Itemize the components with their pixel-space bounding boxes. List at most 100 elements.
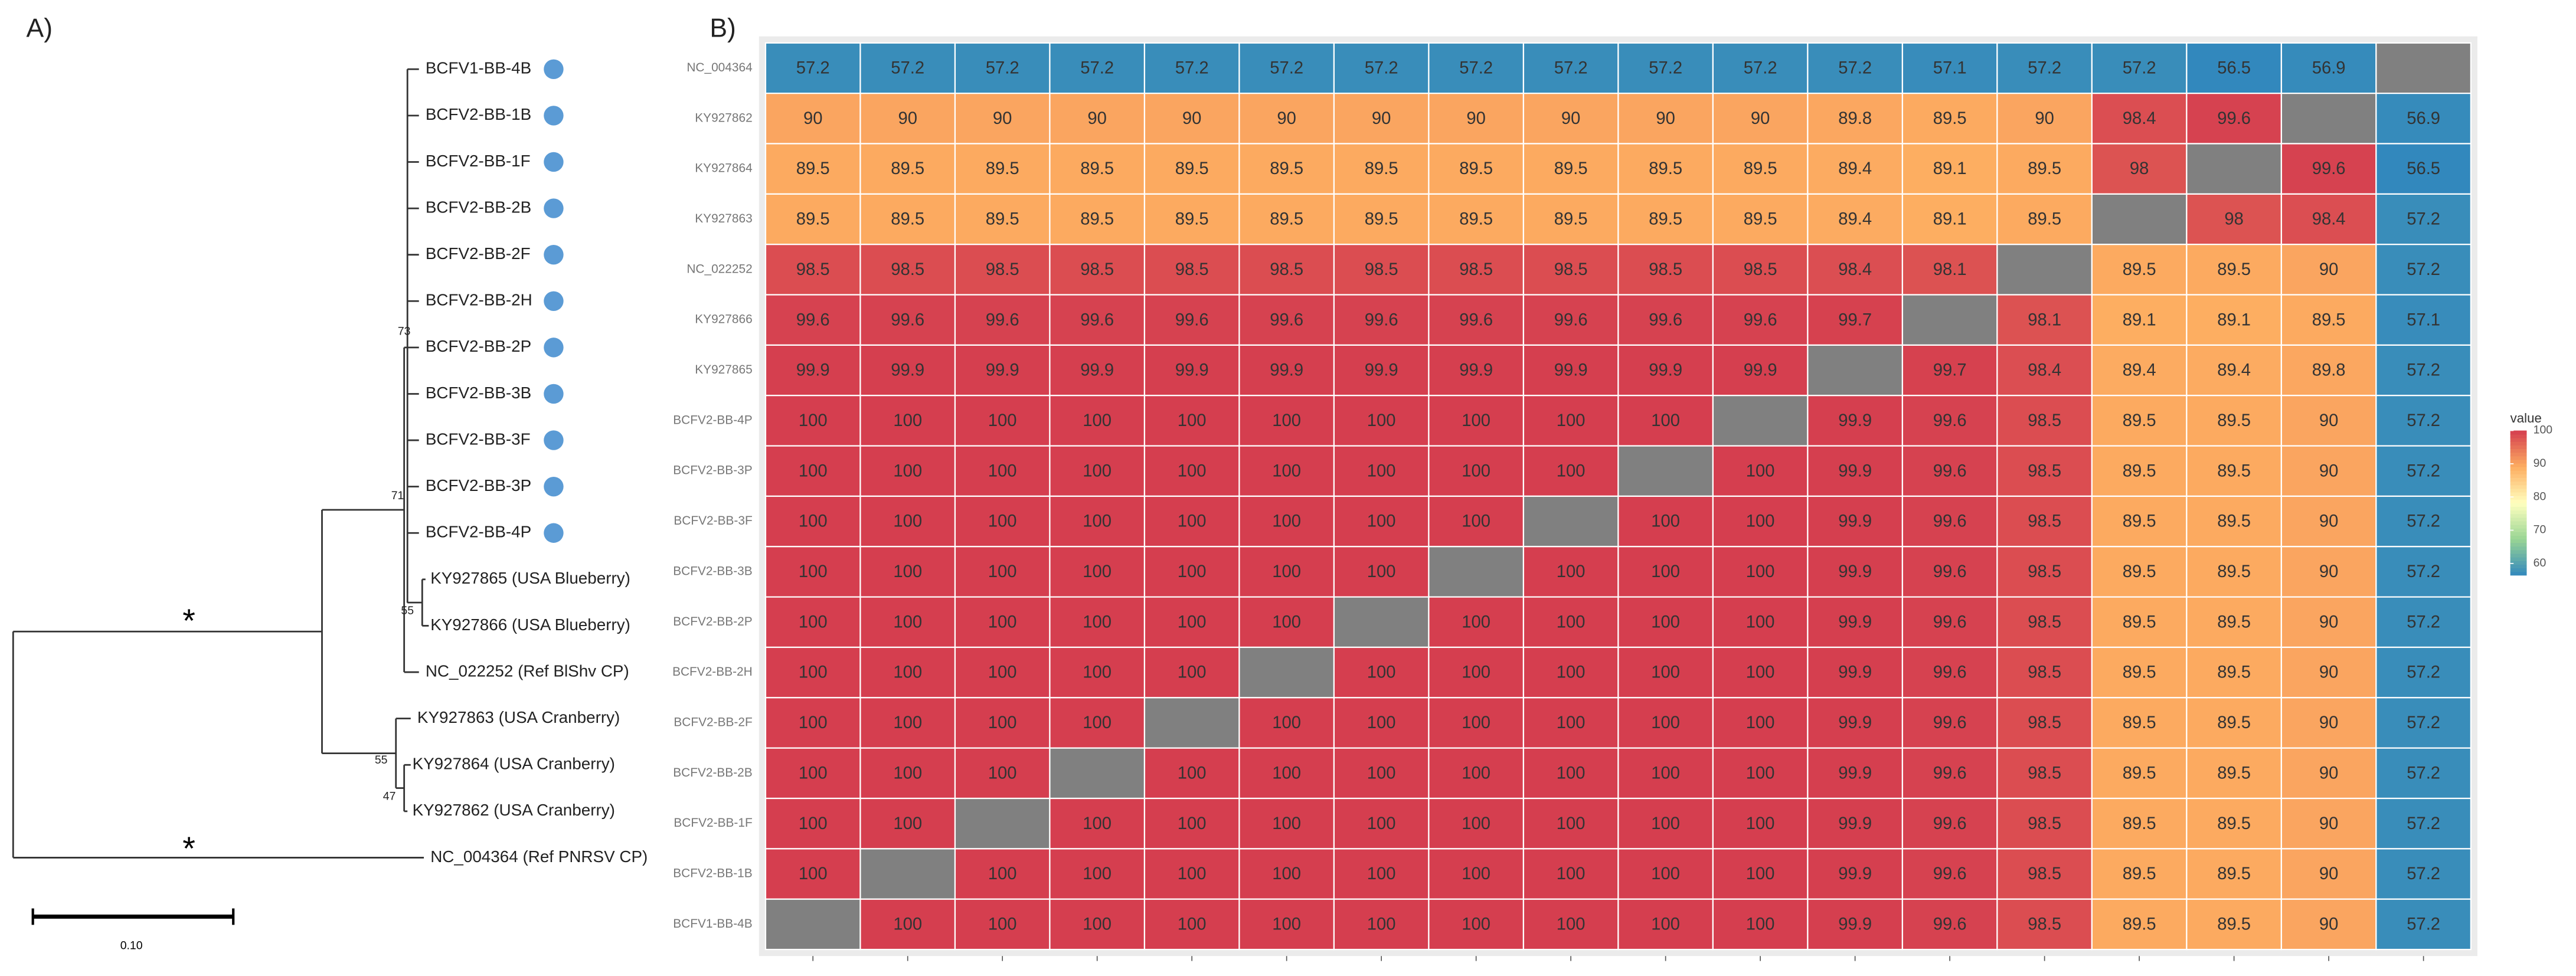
- cell-value: 100: [1272, 713, 1301, 732]
- heatmap-cell: [1143, 294, 1240, 346]
- cell-value: 90: [2035, 109, 2054, 128]
- heatmap-cell: [1238, 797, 1335, 850]
- colorbar-step: [2510, 459, 2527, 464]
- heatmap-cell: [2186, 395, 2282, 447]
- heatmap-cell: [1901, 193, 1998, 245]
- cell-value: 100: [988, 512, 1017, 531]
- heatmap-cell: [954, 344, 1051, 397]
- colorbar-step: [2510, 564, 2527, 569]
- heatmap-cell: [1238, 495, 1335, 548]
- cell-value: 100: [1083, 411, 1112, 430]
- cell-value: 98.5: [1459, 260, 1493, 279]
- cell-value: 98.5: [2028, 613, 2061, 631]
- cell-value: 90: [2319, 814, 2339, 833]
- colorbar-step: [2510, 513, 2527, 518]
- heatmap-cell: [859, 143, 956, 195]
- cell-value: 100: [1462, 663, 1490, 682]
- cell-value: 100: [1367, 764, 1396, 782]
- cell-value: 57.2: [2407, 361, 2440, 380]
- heatmap-cell: [2186, 294, 2282, 346]
- heatmap-cell: [1996, 344, 2093, 397]
- bootstrap-value: 71: [391, 489, 404, 502]
- cell-value: 57.2: [1554, 59, 1588, 78]
- heatmap-cell: [2186, 42, 2282, 94]
- cell-value: 90: [993, 109, 1012, 128]
- leaf-marker: [544, 152, 564, 172]
- cell-value: 98.5: [986, 260, 1019, 279]
- colorbar-step: [2510, 532, 2527, 536]
- heatmap-cell: [1712, 797, 1809, 850]
- cell-value: 100: [1557, 814, 1586, 833]
- cell-value: 99.6: [1933, 915, 1967, 934]
- colorbar-step: [2510, 452, 2527, 457]
- cell-value: 100: [1367, 864, 1396, 883]
- cell-value: 99.6: [796, 310, 830, 329]
- cell-value: 100: [1651, 713, 1680, 732]
- heatmap-cell: [1712, 848, 1809, 900]
- heatmap-cell: [1428, 445, 1525, 497]
- heatmap-cell: [1996, 42, 2093, 94]
- cell-value: 57.2: [1175, 59, 1209, 78]
- cell-value: 98.4: [2123, 109, 2156, 128]
- missing-cell: [764, 898, 861, 951]
- heatmap-cell: [1143, 395, 1240, 447]
- heatmap-cell: [1428, 848, 1525, 900]
- cell-value: 57.2: [1459, 59, 1493, 78]
- cell-value: 90: [2319, 562, 2339, 581]
- heatmap-cell: [1238, 344, 1335, 397]
- leaf-label: BCFV2-BB-3P: [426, 476, 531, 494]
- cell-value: 57.2: [2407, 562, 2440, 581]
- leaf-label: BCFV2-BB-1F: [426, 152, 531, 170]
- heatmap-cell: [2375, 546, 2472, 598]
- heatmap-cell: [2091, 244, 2188, 296]
- cell-value: 89.5: [2217, 512, 2251, 531]
- heatmap-cell: [1238, 193, 1335, 245]
- cell-value: 99.9: [1838, 864, 1872, 883]
- cell-value: 56.9: [2407, 109, 2440, 128]
- cell-value: 100: [799, 613, 828, 631]
- cell-value: 99.9: [1838, 915, 1872, 934]
- cell-value: 100: [1462, 411, 1490, 430]
- heatmap-cell: [1049, 344, 1146, 397]
- cell-value: 57.2: [2407, 210, 2440, 229]
- row-label: BCFV2-BB-3F: [674, 514, 752, 528]
- cell-value: 100: [799, 713, 828, 732]
- heatmap-cell: [764, 797, 861, 850]
- colorbar-step: [2510, 549, 2527, 554]
- cell-value: 89.5: [2123, 260, 2156, 279]
- heatmap-cell: [1522, 143, 1619, 195]
- heatmap-cell: [1238, 546, 1335, 598]
- colorbar-step: [2510, 448, 2527, 453]
- cell-value: 100: [1367, 713, 1396, 732]
- cell-value: 89.5: [1744, 159, 1777, 178]
- heatmap-cell: [1901, 445, 1998, 497]
- heatmap-cell: [2375, 294, 2472, 346]
- heatmap-cell: [1238, 697, 1335, 749]
- colorbar-step: [2510, 568, 2527, 572]
- heatmap-cell: [954, 244, 1051, 296]
- cell-value: 100: [1557, 411, 1586, 430]
- heatmap-cell: [1996, 797, 2093, 850]
- cell-value: 100: [1178, 864, 1207, 883]
- cell-value: 100: [1557, 864, 1586, 883]
- missing-cell: [1522, 495, 1619, 548]
- leaf-label: KY927863 (USA Cranberry): [417, 708, 620, 726]
- heatmap-cell: [1522, 445, 1619, 497]
- cell-value: 57.2: [2407, 663, 2440, 682]
- missing-cell: [1712, 395, 1809, 447]
- row-label: BCFV2-BB-4P: [673, 413, 752, 427]
- cell-value: 99.9: [1838, 814, 1872, 833]
- heatmap-cell: [2091, 42, 2188, 94]
- cell-value: 99.6: [1933, 814, 1967, 833]
- cell-value: 90: [1466, 109, 1486, 128]
- heatmap-cell: [1143, 546, 1240, 598]
- cell-value: 89.5: [1365, 210, 1398, 229]
- heatmap-cell: [764, 92, 861, 145]
- cell-value: 100: [893, 461, 922, 480]
- cell-value: 100: [1083, 915, 1112, 934]
- cell-value: 98.5: [1270, 260, 1303, 279]
- row-label: BCFV2-BB-1F: [674, 816, 752, 830]
- heatmap-cell: [1522, 596, 1619, 649]
- cell-value: 89.5: [2217, 864, 2251, 883]
- cell-value: 89.5: [2123, 411, 2156, 430]
